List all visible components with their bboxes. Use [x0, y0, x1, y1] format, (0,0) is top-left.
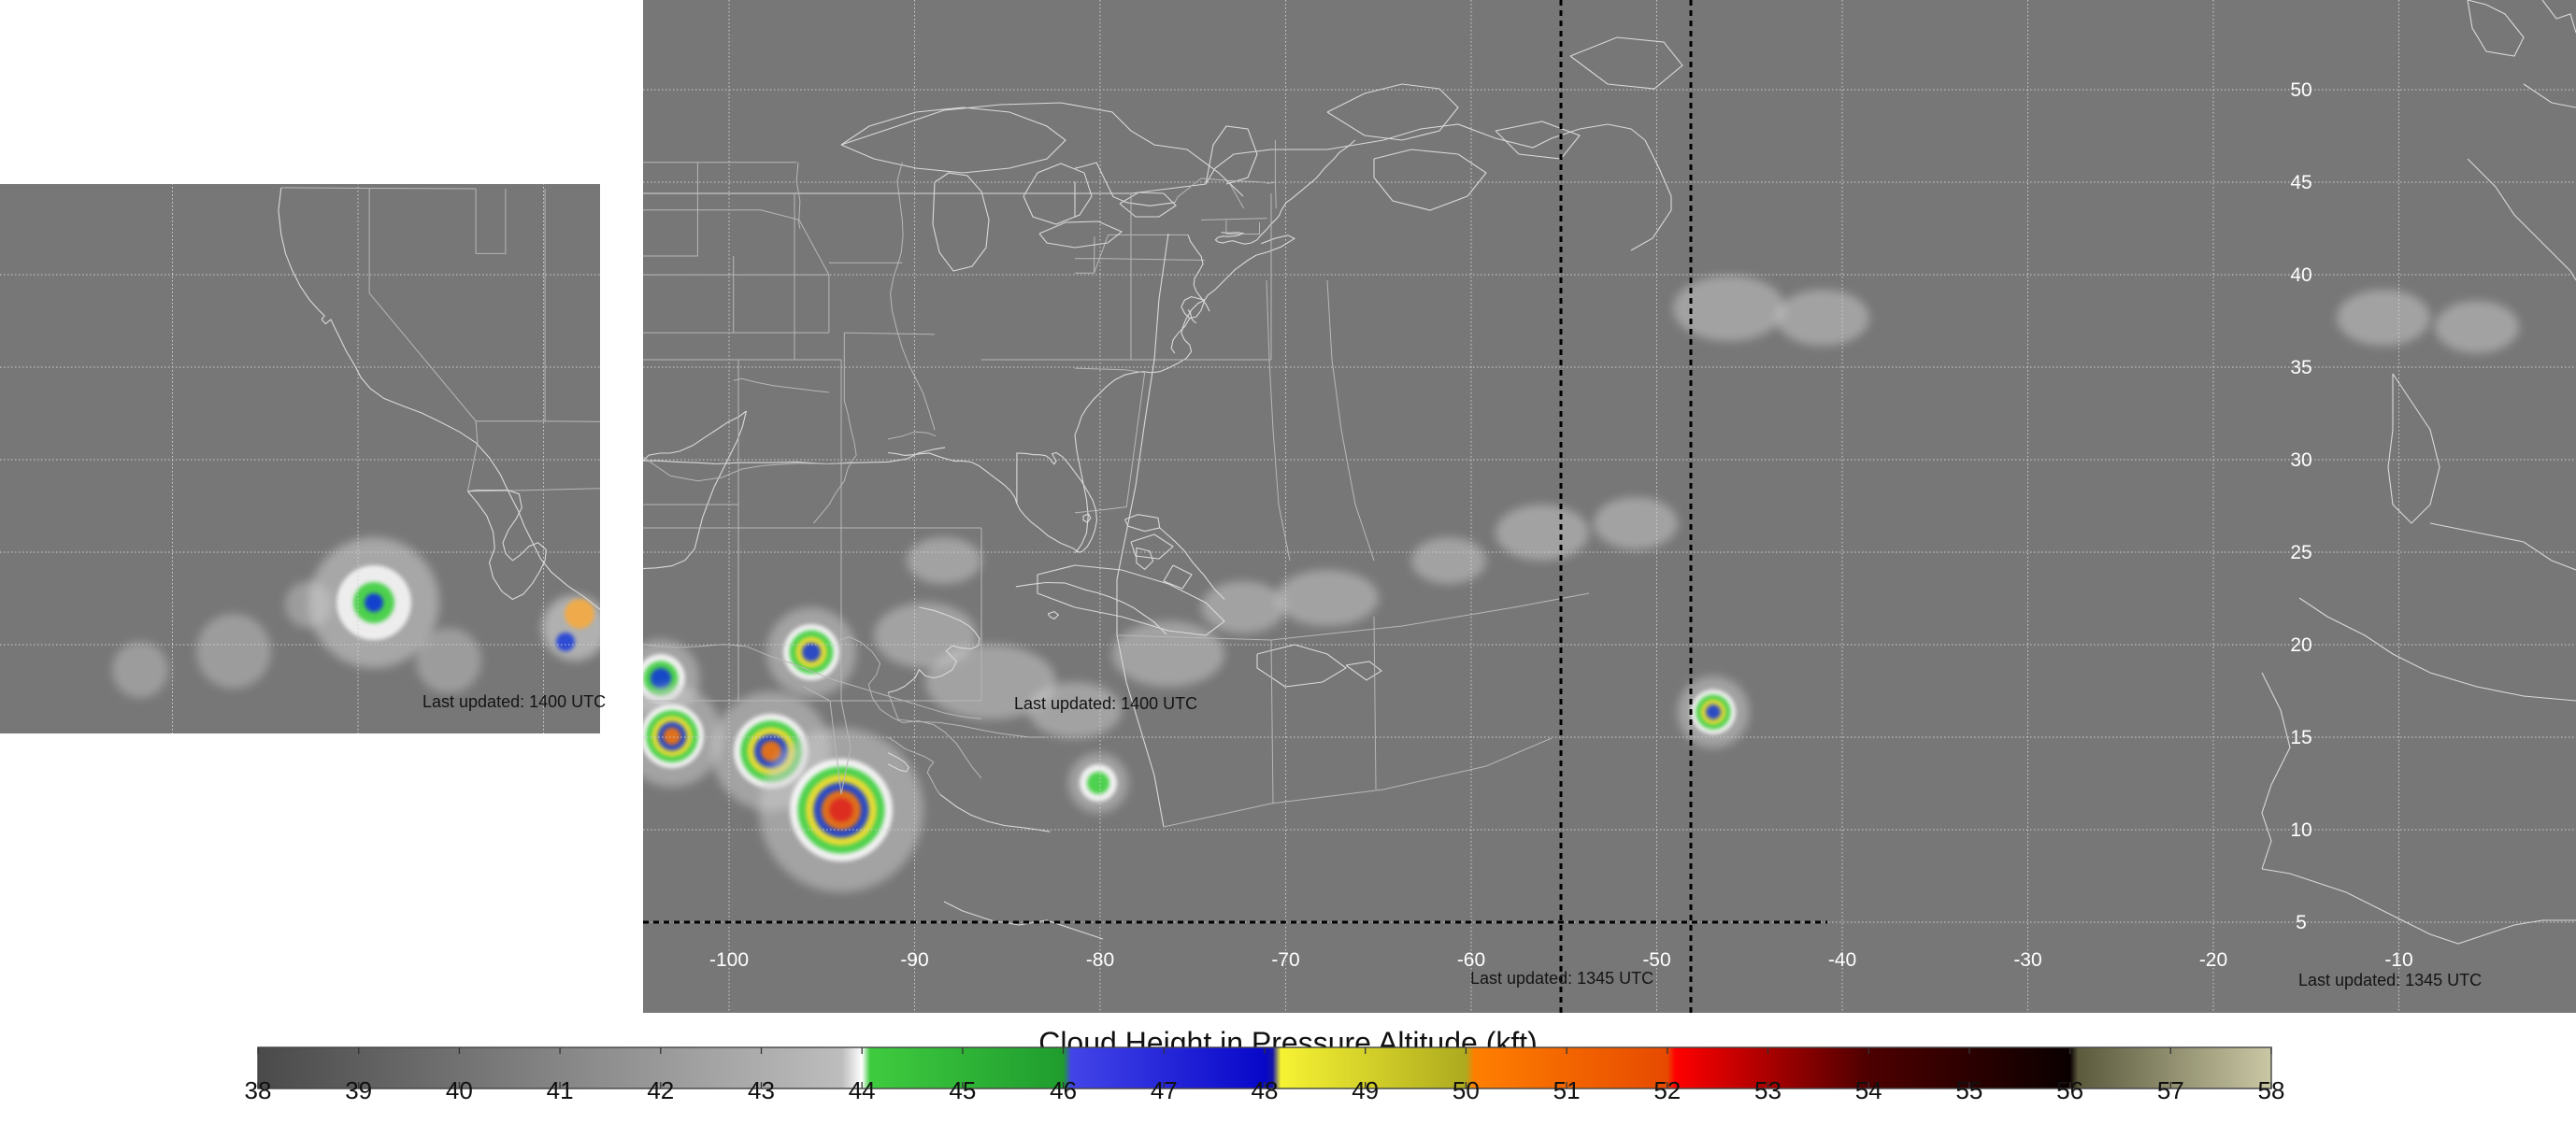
svg-text:-30: -30 [2013, 949, 2041, 971]
svg-text:45: 45 [2290, 172, 2311, 193]
svg-text:Last updated: 1345 UTC: Last updated: 1345 UTC [2298, 971, 2482, 989]
svg-text:-20: -20 [2199, 949, 2227, 971]
svg-text:Last updated: 1400 UTC: Last updated: 1400 UTC [1014, 694, 1197, 713]
svg-text:35: 35 [2290, 357, 2311, 378]
svg-text:-10: -10 [2384, 949, 2412, 971]
svg-text:-40: -40 [1828, 949, 1856, 971]
svg-text:40: 40 [2290, 264, 2311, 286]
svg-text:-80: -80 [1086, 949, 1114, 971]
svg-text:Last updated: 1400 UTC: Last updated: 1400 UTC [422, 692, 606, 711]
svg-text:-90: -90 [900, 949, 928, 971]
svg-text:5: 5 [2296, 912, 2307, 933]
svg-text:-50: -50 [1642, 949, 1670, 971]
svg-text:-70: -70 [1271, 949, 1299, 971]
svg-text:10: 10 [2290, 819, 2311, 841]
svg-text:15: 15 [2290, 727, 2311, 748]
svg-text:25: 25 [2290, 542, 2311, 563]
svg-text:30: 30 [2290, 449, 2311, 471]
svg-text:50: 50 [2290, 79, 2311, 101]
svg-text:-60: -60 [1457, 949, 1485, 971]
svg-text:-100: -100 [709, 949, 749, 971]
svg-text:20: 20 [2290, 634, 2311, 656]
svg-text:Last updated: 1345 UTC: Last updated: 1345 UTC [1470, 969, 1653, 988]
